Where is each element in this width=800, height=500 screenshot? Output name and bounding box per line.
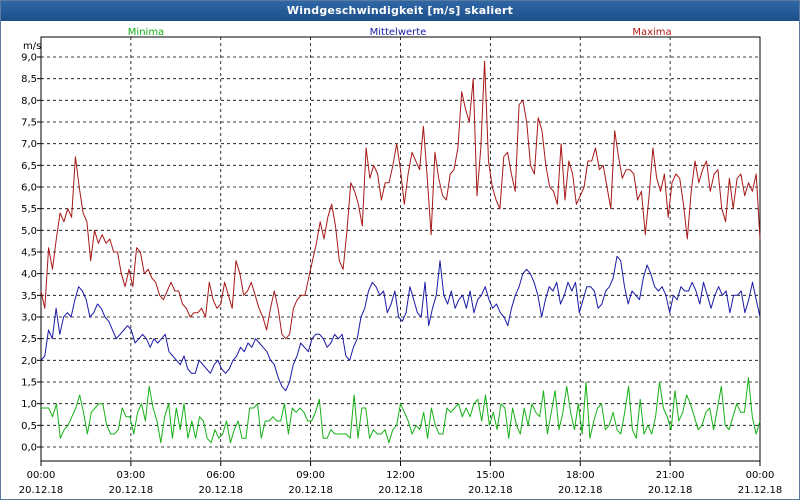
x-tick-time: 00:00 [746,470,775,481]
series-line-mittelwerte [40,255,761,392]
series-line-minima [41,377,761,444]
x-tick-time: 18:00 [566,470,595,481]
x-tick-date: 20.12.18 [288,485,333,496]
x-tick-date: 20.12.18 [378,485,423,496]
series-line-maxima [40,60,761,340]
x-tick-date: 20.12.18 [468,485,513,496]
y-tick-label: 5,0 [21,226,37,237]
window-title: Windgeschwindigkeit [m/s] skaliert [1,1,799,21]
y-tick-label: 8,5 [21,74,37,85]
y-tick-label: 1,0 [21,399,37,410]
x-tick-date: 20.12.18 [558,485,603,496]
y-tick-label: 2,0 [21,356,37,367]
x-tick-time: 06:00 [206,470,235,481]
y-tick-label: 4,5 [21,248,37,259]
grid-layer [41,37,760,461]
y-axis-ticks: 0,0 0,5 1,0 1,5 2,0 2,5 3,0 3,5 4,0 4,5 5,0 5,5 6,0 6… [21,53,41,454]
y-tick-label: 1,5 [21,378,37,389]
x-tick-date: 21.12.18 [738,485,783,496]
legend-minima: Minima [128,27,164,38]
x-tick-time: 21:00 [656,470,685,481]
series-layer [40,60,761,444]
legend-mittelwerte: Mittelwerte [370,27,427,38]
y-tick-label: 0,0 [21,443,37,454]
x-tick-time: 12:00 [386,470,415,481]
y-tick-label: 7,5 [21,118,37,129]
x-axis-ticks: 00:00 20.12.18 03:00 20.12.18 06:00 20.12.18 0… [19,461,783,496]
y-tick-label: 5,5 [21,204,37,215]
y-tick-label: 4,0 [21,269,37,280]
y-tick-label: 7,0 [21,139,37,150]
y-tick-label: 2,5 [21,334,37,345]
y-tick-label: 9,0 [21,53,37,64]
y-tick-label: 3,5 [21,291,37,302]
y-tick-label: 6,5 [21,161,37,172]
x-tick-time: 15:00 [476,470,505,481]
y-tick-label: 6,0 [21,183,37,194]
x-tick-date: 20.12.18 [109,485,154,496]
y-tick-label: 3,0 [21,313,37,324]
x-tick-date: 20.12.18 [19,485,64,496]
x-tick-date: 20.12.18 [198,485,243,496]
y-tick-label: 0,5 [21,421,37,432]
x-tick-date: 20.12.18 [648,485,693,496]
y-tick-label: 8,0 [21,96,37,107]
x-tick-time: 09:00 [296,470,325,481]
x-tick-time: 03:00 [116,470,145,481]
y-axis-unit-label: m/s [23,41,41,52]
legend-maxima: Maxima [632,27,671,38]
x-tick-time: 00:00 [27,470,56,481]
